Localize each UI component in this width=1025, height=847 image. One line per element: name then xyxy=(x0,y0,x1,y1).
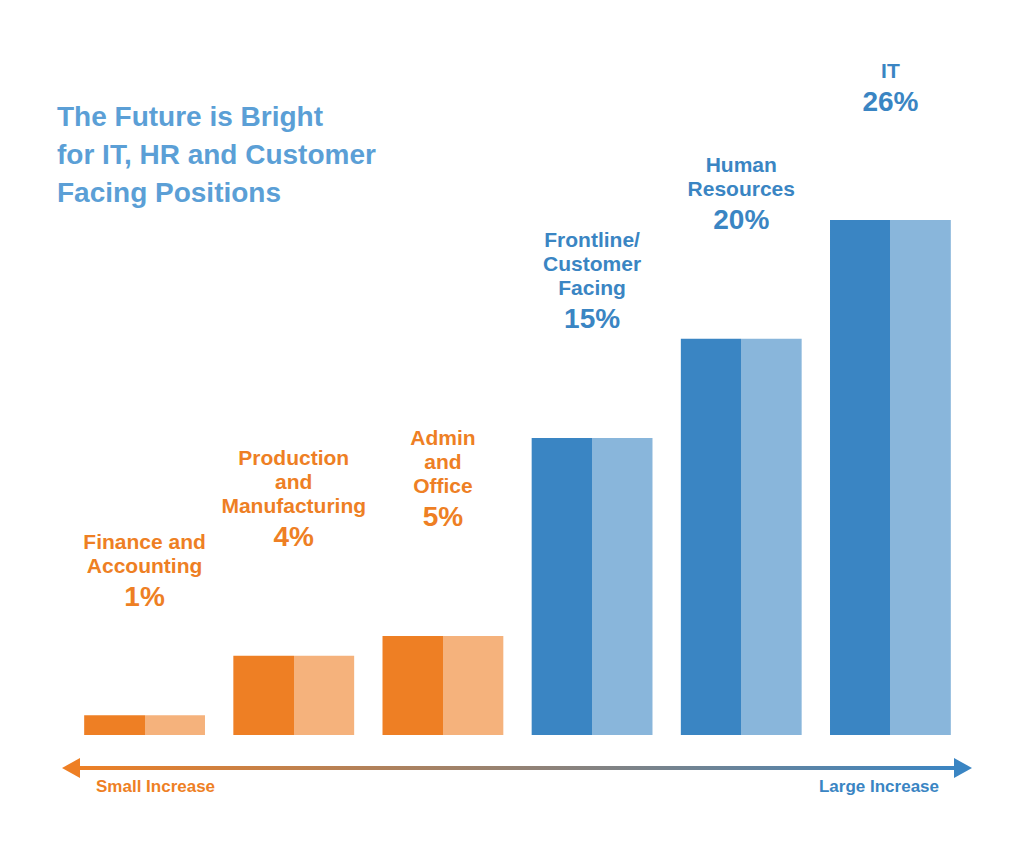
svg-text:20%: 20% xyxy=(713,204,769,235)
svg-text:Accounting: Accounting xyxy=(87,554,203,577)
svg-text:Large Increase: Large Increase xyxy=(819,777,939,796)
svg-text:Facing Positions: Facing Positions xyxy=(57,177,281,208)
svg-text:Frontline/: Frontline/ xyxy=(544,228,640,251)
svg-text:Small Increase: Small Increase xyxy=(96,777,215,796)
svg-text:Production: Production xyxy=(238,446,349,469)
svg-text:Human: Human xyxy=(706,153,777,176)
svg-text:5%: 5% xyxy=(423,501,464,532)
svg-text:and: and xyxy=(275,470,312,493)
svg-text:Customer: Customer xyxy=(543,252,641,275)
svg-text:and: and xyxy=(424,450,461,473)
svg-text:Resources: Resources xyxy=(688,177,795,200)
svg-text:The Future is Bright: The Future is Bright xyxy=(57,101,323,132)
svg-text:Office: Office xyxy=(413,474,473,497)
svg-text:4%: 4% xyxy=(274,521,315,552)
svg-text:IT: IT xyxy=(881,59,900,82)
svg-text:for IT, HR and Customer: for IT, HR and Customer xyxy=(57,139,376,170)
svg-text:Admin: Admin xyxy=(410,426,475,449)
svg-text:26%: 26% xyxy=(862,86,918,117)
svg-text:Finance and: Finance and xyxy=(83,530,206,553)
svg-text:15%: 15% xyxy=(564,303,620,334)
svg-text:Manufacturing: Manufacturing xyxy=(221,494,366,517)
svg-text:1%: 1% xyxy=(124,581,165,612)
svg-text:Facing: Facing xyxy=(558,276,626,299)
